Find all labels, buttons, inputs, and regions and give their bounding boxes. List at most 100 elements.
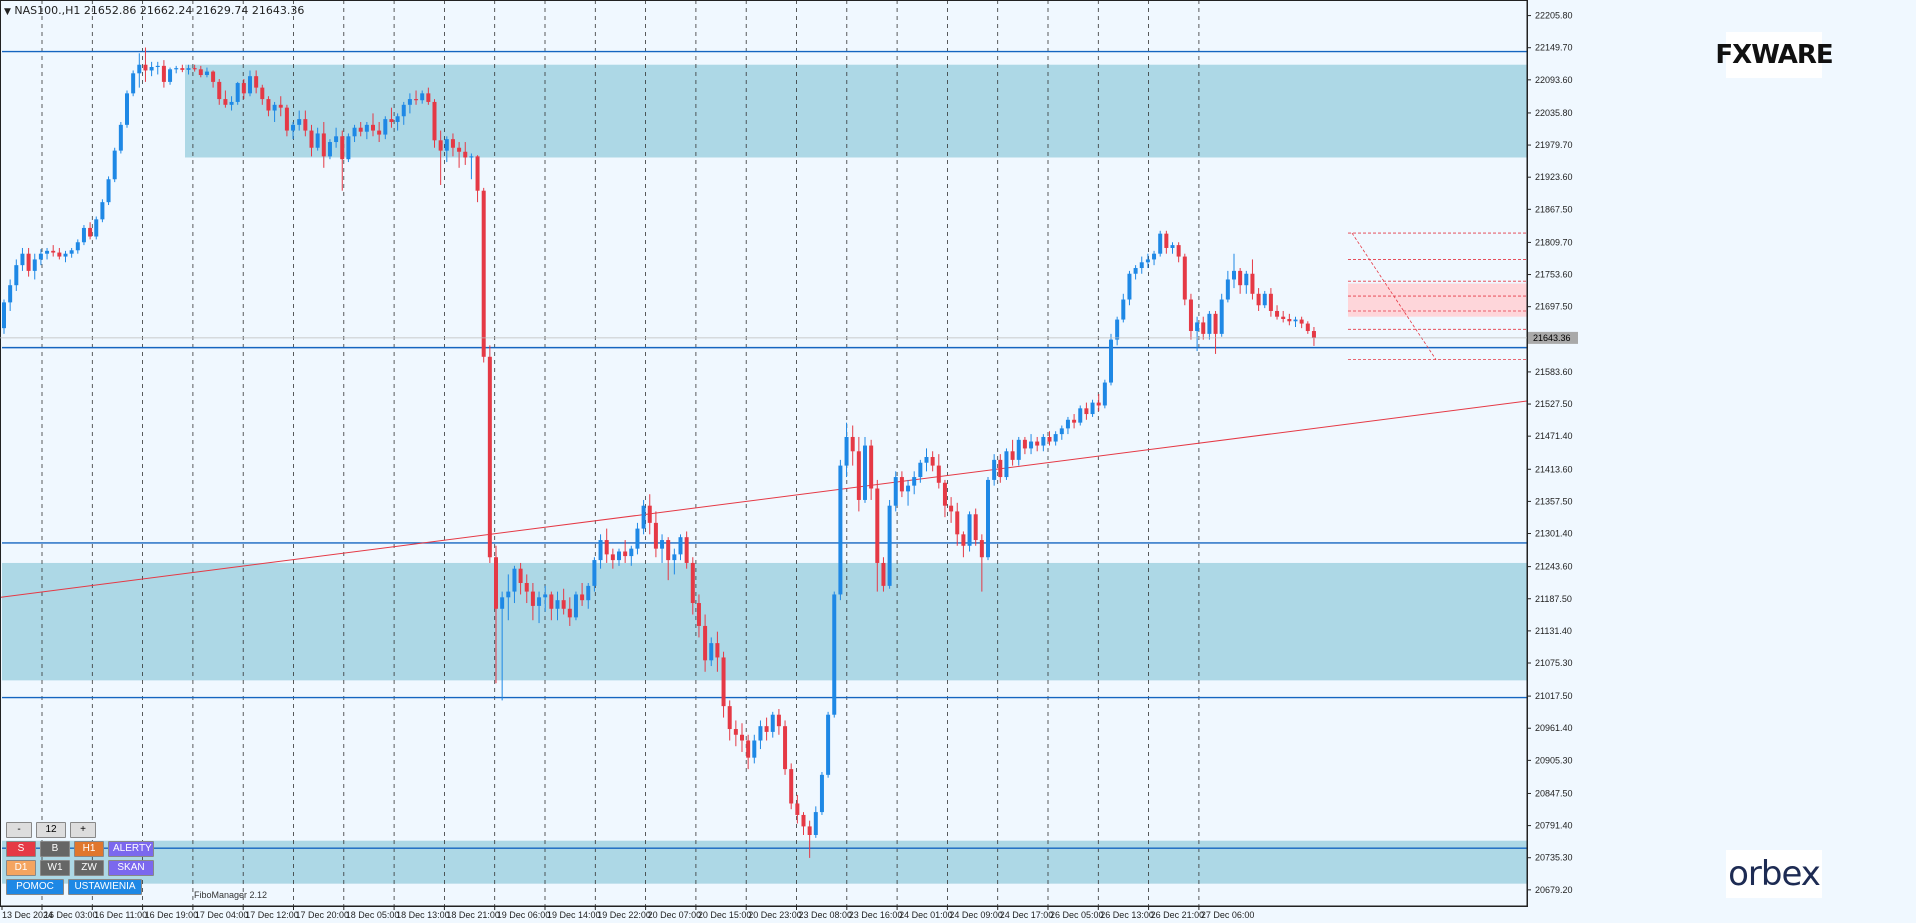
y-tick-label: 22205.80 xyxy=(1535,11,1573,21)
candle-body xyxy=(211,71,216,82)
candle-body xyxy=(414,99,419,101)
candle-body xyxy=(100,202,105,220)
candle-body xyxy=(998,459,1003,478)
candle-body xyxy=(278,104,283,108)
y-tick-label: 21923.60 xyxy=(1535,172,1573,182)
candle-body xyxy=(869,445,874,489)
settings-button[interactable]: USTAWIENIA xyxy=(68,879,142,895)
zw-button[interactable]: ZW xyxy=(74,860,104,876)
candle-body xyxy=(666,540,671,561)
candle-body xyxy=(494,557,498,609)
candle-body xyxy=(1164,233,1169,248)
candle-body xyxy=(813,812,818,835)
candle-body xyxy=(795,803,800,815)
candle-body xyxy=(850,436,855,452)
candle-body xyxy=(1281,316,1286,319)
candle-body xyxy=(789,769,794,804)
candle-body xyxy=(641,505,646,529)
candle-body xyxy=(610,554,615,561)
candle-body xyxy=(561,600,566,609)
candle-body xyxy=(118,124,123,151)
candle-body xyxy=(69,250,74,254)
candle-body xyxy=(321,133,326,157)
scan-button[interactable]: SKAN xyxy=(108,860,154,876)
candle-body xyxy=(186,68,191,70)
symbol-info: ▼ NAS100.,H1 21652.86 21662.24 21629.74 … xyxy=(4,4,304,17)
candle-body xyxy=(327,142,332,157)
candle-body xyxy=(647,505,652,523)
candle-body xyxy=(1065,419,1070,429)
candle-body xyxy=(1262,293,1267,306)
candle-body xyxy=(1170,245,1175,248)
candle-body xyxy=(174,68,179,70)
y-tick-label: 21527.50 xyxy=(1535,399,1573,409)
candle-body xyxy=(512,568,517,592)
candle-body xyxy=(635,528,640,549)
candle-body xyxy=(740,734,744,741)
candle-body xyxy=(949,505,954,512)
candle-body xyxy=(537,597,542,606)
candle-body xyxy=(518,568,523,584)
y-tick-label: 21243.60 xyxy=(1535,562,1573,572)
candle-body xyxy=(161,65,166,82)
collapse-icon[interactable]: ▼ xyxy=(4,7,11,17)
y-tick-label: 21809.70 xyxy=(1535,237,1573,247)
candle-body xyxy=(819,774,824,813)
candle-body xyxy=(14,265,19,286)
decrease-button[interactable]: - xyxy=(6,822,32,838)
candle-body xyxy=(223,99,228,105)
zone-rect xyxy=(2,562,1527,681)
candle-body xyxy=(1035,441,1040,446)
candle-body xyxy=(678,537,683,555)
sell-button[interactable]: S xyxy=(6,841,36,857)
candle-body xyxy=(721,657,726,707)
count-value[interactable]: 12 xyxy=(36,822,66,838)
candle-body xyxy=(94,219,99,237)
candle-body xyxy=(112,150,117,180)
current-price-label: 21643.36 xyxy=(0,331,1578,344)
buy-button[interactable]: B xyxy=(40,841,70,857)
x-tick-label: 16 Dec 03:00 xyxy=(44,910,98,920)
candle-body xyxy=(248,76,252,94)
candle-body xyxy=(1244,273,1249,286)
x-tick-label: 17 Dec 12:00 xyxy=(245,910,299,920)
x-tick-label: 24 Dec 17:00 xyxy=(1000,910,1054,920)
candle-body xyxy=(1305,323,1310,332)
candle-body xyxy=(1016,439,1021,460)
y-tick-label: 20961.40 xyxy=(1535,723,1573,733)
zone-rect xyxy=(2,840,1527,884)
y-tick-label: 20905.30 xyxy=(1535,755,1573,765)
candle-body xyxy=(88,227,93,237)
help-button[interactable]: POMOC xyxy=(6,879,64,895)
candlesticks xyxy=(2,47,1316,858)
d1-button[interactable]: D1 xyxy=(6,860,36,876)
supply-demand-zones xyxy=(2,64,1527,884)
candle-body xyxy=(617,551,621,561)
candle-body xyxy=(334,136,339,143)
w1-button[interactable]: W1 xyxy=(40,860,70,876)
candle-body xyxy=(942,482,947,506)
candle-body xyxy=(235,83,240,102)
candle-body xyxy=(893,477,898,506)
candle-body xyxy=(420,93,425,101)
candle-body xyxy=(254,76,259,88)
candle-body xyxy=(918,462,923,478)
candle-body xyxy=(106,179,111,203)
candle-body xyxy=(727,706,732,730)
increase-button[interactable]: + xyxy=(70,822,96,838)
alerts-button[interactable]: ALERTY xyxy=(108,841,154,857)
candle-body xyxy=(438,140,443,151)
candle-body xyxy=(1152,253,1157,260)
candle-body xyxy=(297,119,302,125)
h1-button[interactable]: H1 xyxy=(74,841,104,857)
candle-body xyxy=(899,477,904,492)
candle-body xyxy=(1078,408,1083,423)
x-tick-label: 24 Dec 01:00 xyxy=(899,910,953,920)
candle-body xyxy=(241,83,246,94)
candle-body xyxy=(217,81,222,100)
candle-body xyxy=(457,147,462,152)
y-tick-label: 21017.50 xyxy=(1535,691,1573,701)
orbex-logo: orbex xyxy=(1726,850,1822,898)
candle-body xyxy=(1275,310,1280,317)
